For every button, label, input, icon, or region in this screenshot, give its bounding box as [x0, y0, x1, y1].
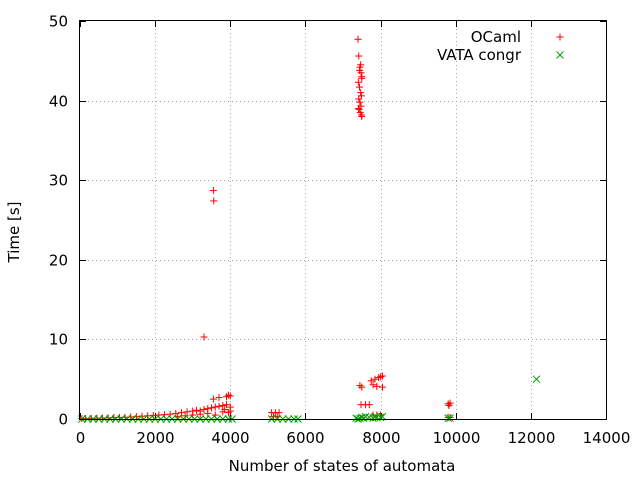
data-point	[367, 377, 375, 385]
x-tick-label: 8000	[362, 429, 400, 447]
legend-label-ocaml: OCaml	[471, 28, 521, 46]
data-point	[375, 374, 383, 382]
data-point	[211, 403, 219, 411]
grid	[80, 21, 606, 419]
data-point	[183, 408, 191, 416]
data-point	[356, 414, 364, 423]
data-point	[223, 401, 231, 409]
data-point	[373, 382, 381, 390]
data-point	[369, 381, 377, 389]
data-point	[444, 414, 453, 423]
data-point	[196, 410, 204, 418]
data-point	[224, 409, 232, 417]
tick-labels: 0 2000 4000 6000 8000 10000 12000 14000 0 10 20 30 4…	[49, 13, 630, 448]
data-point	[354, 105, 362, 113]
data-point	[226, 407, 234, 415]
x-tick-label: 10000	[433, 429, 481, 447]
data-point	[215, 402, 223, 410]
y-tick-label: 40	[49, 93, 68, 111]
data-point	[378, 372, 386, 380]
data-point	[200, 405, 208, 413]
data-point	[215, 394, 223, 402]
data-point	[209, 395, 217, 403]
data-point	[355, 105, 363, 113]
x-axis-title: Number of states of automata	[229, 457, 456, 475]
data-point	[371, 375, 379, 383]
data-point	[357, 61, 365, 69]
y-tick-label: 0	[58, 411, 68, 429]
legend-marker-vata	[556, 51, 564, 59]
series-ocaml	[78, 35, 454, 423]
data-point	[355, 95, 363, 103]
data-point	[444, 400, 452, 408]
data-point	[532, 375, 541, 384]
x-tick-label: 0	[76, 429, 86, 447]
data-point	[275, 409, 283, 417]
data-point	[378, 383, 386, 391]
legend-marker-ocaml	[556, 33, 564, 41]
data-point	[356, 66, 364, 74]
y-axis-title: Time [s]	[5, 202, 23, 264]
data-point	[221, 405, 229, 413]
x-tick-label: 14000	[583, 429, 631, 447]
data-point	[365, 401, 373, 409]
x-tick-label: 12000	[508, 429, 556, 447]
data-point	[354, 78, 362, 86]
x-tick-label: 2000	[136, 429, 174, 447]
data-point	[378, 412, 387, 421]
data-point	[354, 35, 362, 43]
data-point	[356, 382, 364, 390]
data-point	[192, 406, 200, 414]
data-point	[223, 393, 231, 401]
y-tick-label: 10	[49, 331, 68, 349]
plot-frame	[79, 20, 607, 420]
y-tick-label: 50	[49, 13, 68, 31]
y-tick-label: 30	[49, 172, 68, 190]
data-point	[357, 89, 365, 97]
data-point	[446, 414, 454, 423]
data-points	[78, 35, 541, 423]
legend: OCaml VATA congr	[437, 28, 564, 64]
data-point	[355, 52, 363, 60]
axis-ticks	[80, 21, 607, 420]
data-point	[177, 409, 185, 417]
data-point	[446, 399, 454, 407]
data-point	[219, 401, 227, 409]
data-point	[358, 383, 366, 391]
data-point	[226, 392, 234, 400]
legend-label-vata: VATA congr	[437, 46, 522, 64]
data-point	[200, 333, 208, 341]
data-point	[209, 187, 217, 195]
data-point	[358, 113, 366, 121]
y-tick-label: 20	[49, 252, 68, 270]
data-point	[210, 197, 218, 205]
x-tick-label: 6000	[286, 429, 324, 447]
legend-marker-symbol	[556, 51, 564, 59]
data-point	[356, 98, 364, 106]
x-tick-label: 4000	[211, 429, 249, 447]
legend-marker-symbol	[556, 33, 564, 41]
data-point	[358, 73, 366, 81]
data-point	[208, 404, 215, 412]
data-point	[356, 83, 364, 91]
